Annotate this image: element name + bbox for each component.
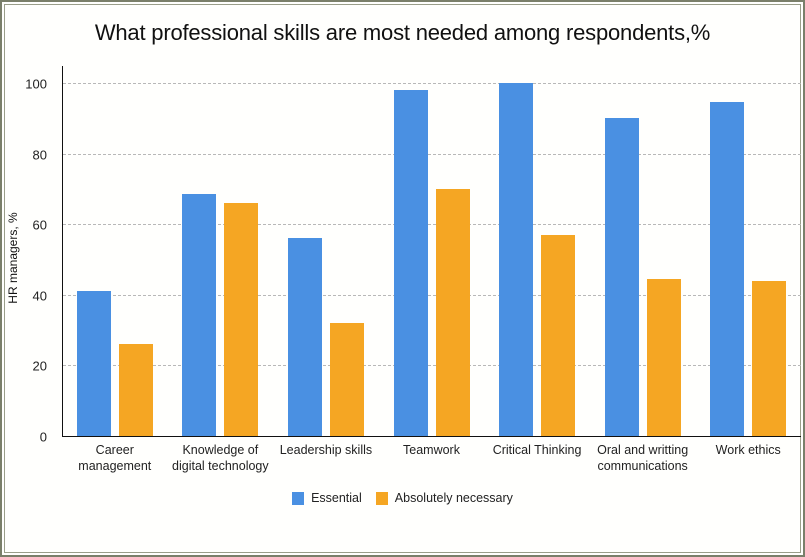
gridline	[63, 294, 801, 296]
bar-absolutely-necessary	[541, 234, 576, 436]
gridline	[63, 365, 801, 367]
x-tick-label: Oral and writting communications	[597, 443, 689, 473]
legend-swatch-icon	[292, 491, 305, 505]
bar-essential	[287, 238, 322, 436]
bar-essential	[393, 90, 428, 436]
bar-essential	[76, 291, 111, 436]
y-tick-label: 0	[39, 429, 47, 445]
legend-label: Absolutely necessary	[394, 491, 513, 505]
y-tick-label: 60	[32, 217, 47, 233]
x-tick-label: Knowledge of digital technology	[172, 443, 269, 473]
y-tick-label: 40	[32, 288, 47, 304]
legend-swatch-icon	[375, 491, 388, 505]
gridline	[63, 83, 801, 84]
bar-essential	[604, 118, 639, 436]
legend-item-essential[interactable]: Essential	[292, 491, 362, 505]
y-axis-line	[62, 66, 63, 437]
x-tick-label: Leadership skills	[279, 443, 373, 457]
chart-frame-inner	[4, 4, 801, 553]
plot-area: 0 20 40 60 80 100	[25, 66, 801, 445]
y-tick-label: 80	[32, 147, 47, 163]
x-tick-label: Critical Thinking	[492, 443, 582, 457]
bar-absolutely-necessary	[118, 344, 153, 436]
x-tick-label: Career management	[78, 443, 152, 473]
gridline	[63, 224, 801, 226]
bar-absolutely-necessary	[752, 280, 787, 436]
gridline	[63, 153, 801, 155]
bar-essential	[710, 102, 745, 436]
bar-absolutely-necessary	[646, 278, 681, 436]
x-tick-label: Teamwork	[403, 443, 460, 457]
y-tick-label: 20	[32, 358, 47, 374]
y-tick-label: 100	[25, 76, 47, 92]
bar-absolutely-necessary	[435, 188, 470, 436]
legend-item-absolutely-necessary[interactable]: Absolutely necessary	[375, 491, 513, 505]
chart-title: What professional skills are most needed…	[94, 20, 711, 45]
bar-absolutely-necessary	[329, 323, 364, 436]
bar-absolutely-necessary	[224, 203, 259, 436]
x-axis-line	[62, 436, 801, 437]
bar-essential	[182, 194, 217, 436]
legend-label: Essential	[311, 491, 362, 505]
legend: Essential Absolutely necessary	[0, 491, 805, 505]
x-tick-label: Work ethics	[715, 443, 781, 457]
bar-essential	[499, 83, 534, 436]
